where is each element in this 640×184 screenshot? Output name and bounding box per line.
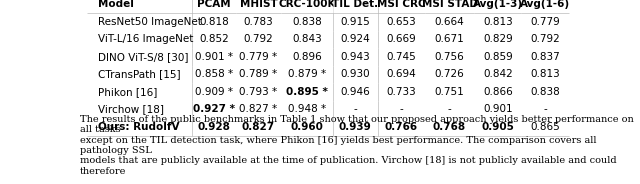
Text: The results of the public benchmarks in Table 1 show that our proposed approach : The results of the public benchmarks in … <box>80 115 634 176</box>
